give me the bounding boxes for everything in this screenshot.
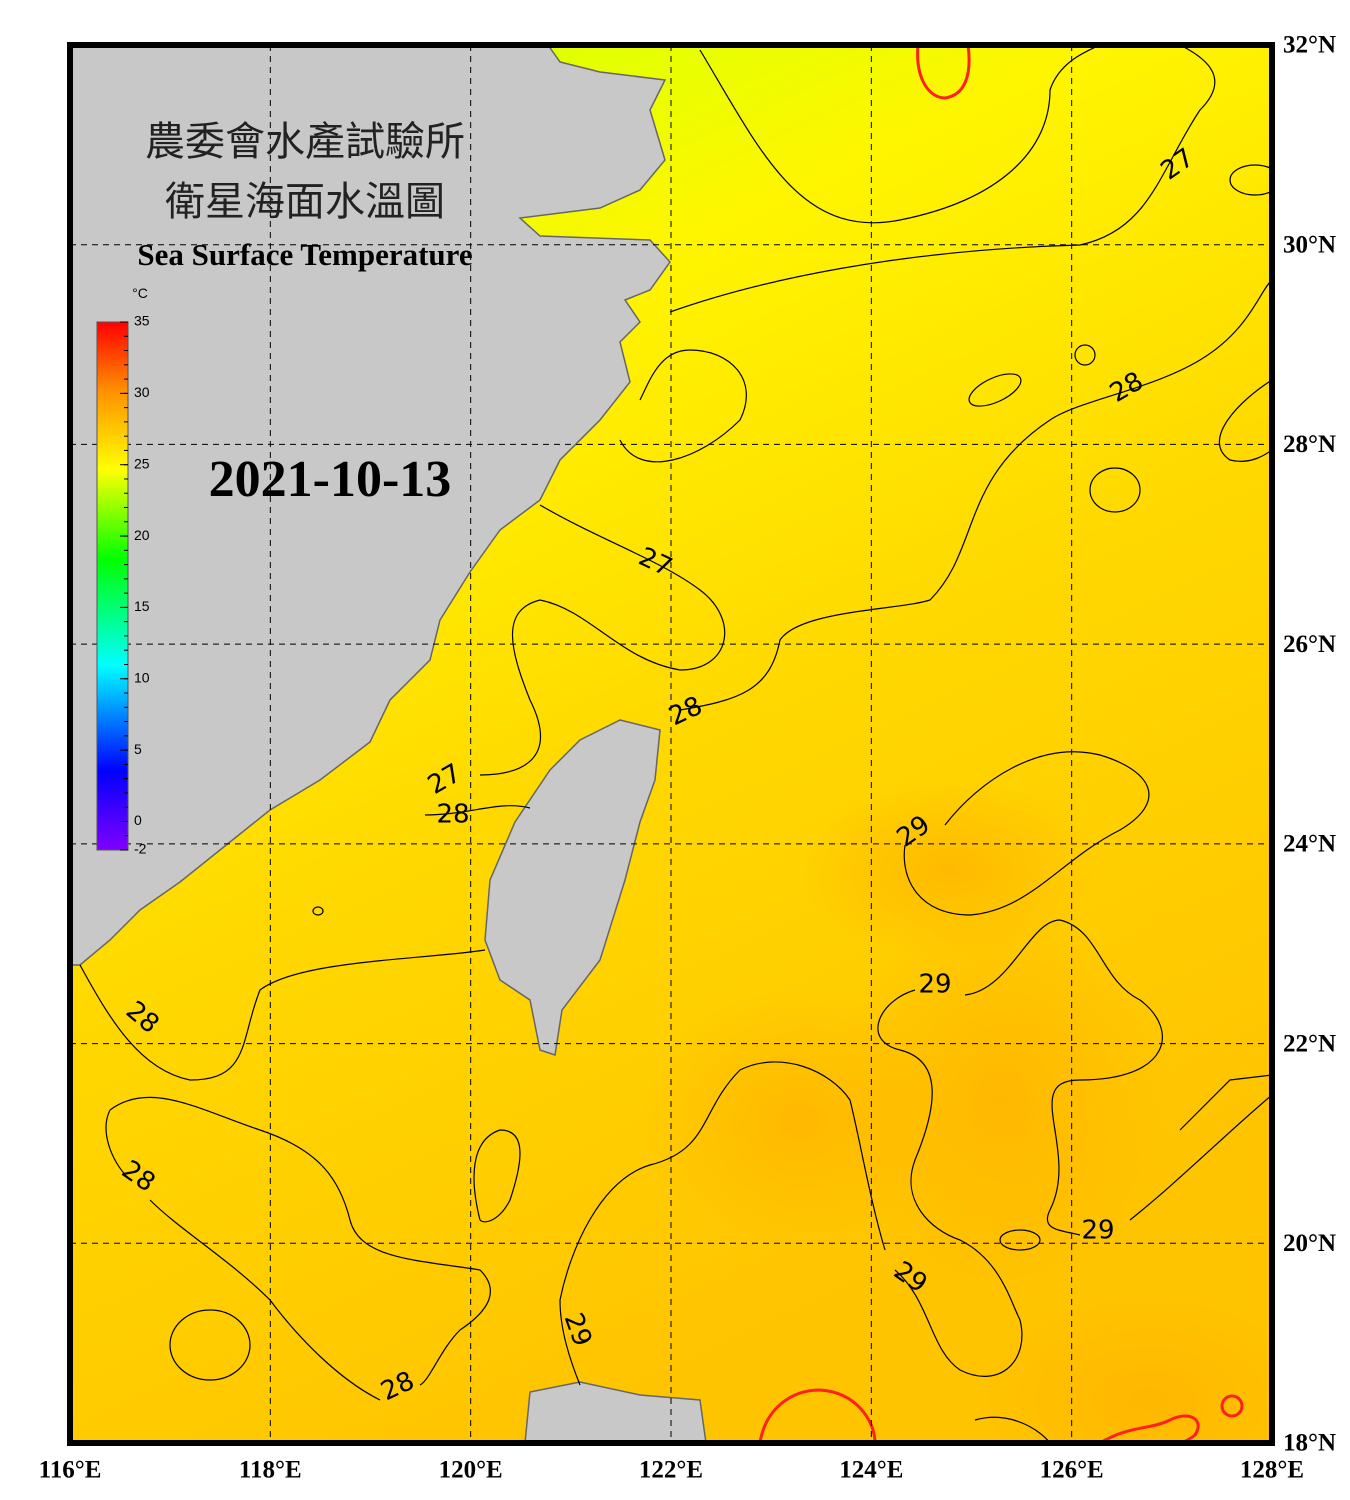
warm-area bbox=[800, 780, 1100, 960]
map-frame bbox=[67, 42, 1275, 1446]
taiwan bbox=[484, 719, 661, 1056]
lon-label: 124°E bbox=[839, 1457, 903, 1484]
colorbar-tick-label: 5 bbox=[134, 741, 142, 757]
lat-label: 32°N bbox=[1283, 32, 1336, 59]
lon-label: 128°E bbox=[1240, 1457, 1304, 1484]
graticule bbox=[70, 45, 1272, 1443]
colorbar-tick-label: -2 bbox=[134, 841, 147, 857]
contour-label: 28 bbox=[436, 800, 469, 830]
warm-area bbox=[970, 1290, 1272, 1443]
lon-label: 120°E bbox=[439, 1457, 503, 1484]
colorbar-ticks: 35 30 25 20 15 10 5 0 -2 bbox=[120, 313, 150, 857]
colorbar-tick-label: 30 bbox=[134, 384, 150, 400]
lon-label: 126°E bbox=[1040, 1457, 1104, 1484]
colorbar-tick-label: 35 bbox=[134, 313, 150, 329]
lat-label: 18°N bbox=[1283, 1430, 1336, 1457]
contour-label: 29 bbox=[1081, 1216, 1114, 1246]
lon-label: 118°E bbox=[239, 1457, 302, 1484]
subtitle: Sea Surface Temperature bbox=[137, 237, 472, 272]
contour-label: 29 bbox=[918, 970, 951, 1000]
lon-label: 116°E bbox=[39, 1457, 102, 1484]
colorbar-tick-label: 10 bbox=[134, 669, 150, 685]
colorbar-unit: °C bbox=[132, 285, 148, 301]
lat-label: 26°N bbox=[1283, 631, 1336, 658]
colorbar bbox=[96, 321, 129, 851]
lon-label: 122°E bbox=[639, 1457, 703, 1484]
contours bbox=[79, 45, 1272, 1443]
axis-labels: 116°E 118°E 120°E 122°E 124°E 126°E 128°E18°N 2… bbox=[39, 32, 1336, 1484]
lat-label: 30°N bbox=[1283, 231, 1336, 258]
colorbar-tick-label: 25 bbox=[134, 455, 150, 471]
lat-label: 20°N bbox=[1283, 1230, 1336, 1257]
lat-label: 22°N bbox=[1283, 1030, 1336, 1057]
title: 農委會水產試驗所 bbox=[145, 119, 465, 165]
colorbar-tick-label: 20 bbox=[134, 527, 150, 543]
lat-label: 28°N bbox=[1283, 431, 1336, 458]
mainland bbox=[70, 45, 671, 966]
date: 2021-10-13 bbox=[209, 451, 452, 508]
colorbar-tick-label: 0 bbox=[134, 812, 142, 828]
lat-label: 24°N bbox=[1283, 831, 1336, 858]
colorbar-tick-label: 15 bbox=[134, 598, 150, 614]
title: 衛星海面水溫圖 bbox=[165, 179, 445, 225]
luzon bbox=[524, 1381, 707, 1443]
